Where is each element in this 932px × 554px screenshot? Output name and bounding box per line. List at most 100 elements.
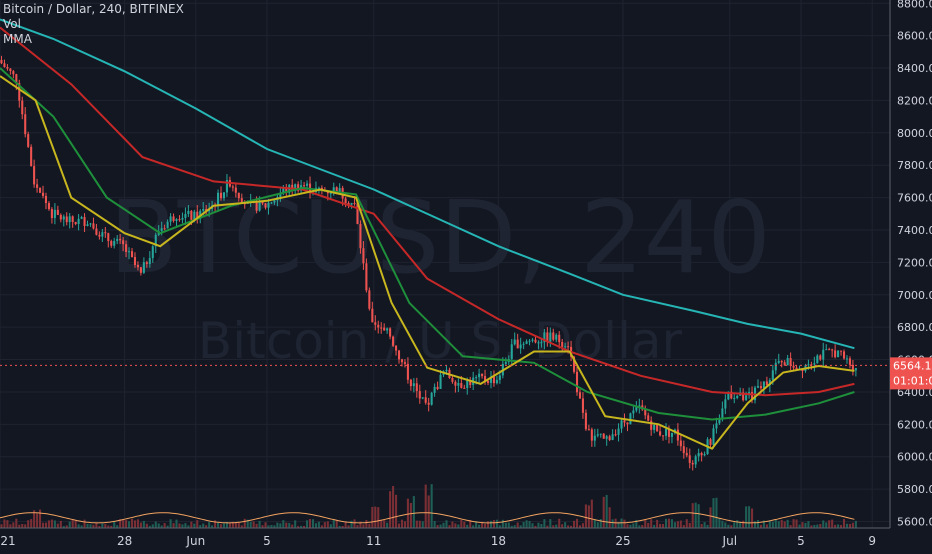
volume-bar (24, 524, 27, 528)
volume-bar (258, 520, 261, 528)
candle-body (540, 342, 543, 344)
candle-body (50, 209, 53, 218)
candle-body (614, 434, 617, 436)
volume-bar (202, 523, 205, 528)
candle-body (6, 67, 9, 69)
candle-body (593, 435, 596, 441)
volume-bar (199, 525, 202, 528)
time-tick-label: 5 (797, 534, 805, 548)
candle-body (279, 193, 282, 197)
time-axis[interactable] (0, 528, 890, 550)
volume-bar (549, 519, 552, 528)
volume-bar (208, 522, 211, 528)
candle-body (433, 386, 436, 393)
candle-body (335, 187, 338, 195)
volume-bar (21, 523, 24, 528)
volume-bar (644, 519, 647, 528)
volume-bar (80, 525, 83, 528)
candle-body (427, 402, 430, 405)
time-tick-label: 21 (0, 534, 15, 548)
volume-bar (222, 523, 226, 528)
candle-body (116, 238, 119, 241)
volume-bar (748, 506, 751, 528)
candle-body (362, 248, 365, 264)
candle-body (285, 188, 288, 193)
symbol-title[interactable]: Bitcoin / Dollar, 240, BITFINEX (3, 2, 184, 16)
candle-body (602, 433, 605, 439)
countdown-label: 01:01:06 (893, 374, 932, 387)
candle-body (700, 453, 703, 456)
indicator-vol[interactable]: Vol (3, 17, 21, 31)
candle-body (730, 391, 733, 399)
price-axis[interactable] (890, 0, 932, 550)
candle-body (825, 349, 828, 351)
price-tick-label: 7400.0 (897, 224, 932, 237)
volume-bar (751, 508, 754, 528)
candle-body (638, 405, 641, 407)
volume-bar (765, 524, 768, 528)
volume-bar (380, 520, 383, 528)
candle-body (596, 434, 599, 436)
price-tick-label: 6000.0 (897, 451, 932, 464)
volume-bar (285, 522, 288, 528)
volume-bar (383, 520, 386, 528)
volume-bar (463, 521, 466, 528)
candle-body (128, 251, 131, 253)
volume-bar (528, 520, 531, 528)
candle-body (463, 387, 466, 389)
volume-bar (534, 525, 537, 528)
volume-bar (682, 525, 685, 528)
candle-body (95, 228, 98, 235)
volume-bar (160, 525, 163, 528)
volume-bar (771, 521, 774, 528)
volume-bar (62, 526, 65, 528)
volume-bar (469, 520, 472, 528)
candle-body (712, 428, 715, 445)
price-tick-label: 7600.0 (897, 192, 932, 205)
volume-bar (513, 525, 516, 528)
volume-bar (0, 524, 3, 528)
volume-bar (730, 525, 733, 528)
volume-bar (65, 525, 68, 528)
volume-ma-line (0, 512, 855, 524)
candle-body (573, 356, 576, 372)
candle-body (181, 217, 184, 220)
volume-bar (647, 522, 650, 528)
volume-bar (139, 522, 142, 528)
candle-body (80, 217, 83, 219)
indicator-mma[interactable]: MMA (3, 32, 32, 46)
candle-body (745, 395, 748, 401)
candle-body (460, 383, 463, 388)
volume-bar (573, 520, 576, 528)
volume-bar (3, 519, 6, 528)
price-tick-label: 7000.0 (897, 289, 932, 302)
candle-body (154, 234, 157, 247)
volume-bar (715, 497, 718, 528)
volume-bar (587, 505, 590, 528)
price-tick-label: 6200.0 (897, 418, 932, 431)
volume-bar (12, 522, 15, 528)
volume-bar (546, 525, 549, 528)
candle-body (436, 386, 439, 389)
candle-body (762, 381, 765, 389)
volume-bar (356, 525, 359, 528)
volume-bar (724, 522, 727, 528)
candle-body (774, 362, 777, 371)
volume-bar (498, 525, 501, 528)
volume-bar (472, 525, 475, 528)
candle-body (148, 258, 151, 264)
volume-bar (172, 523, 175, 528)
volume-bar (492, 520, 495, 528)
volume-bar (454, 523, 457, 528)
candle-body (831, 349, 834, 351)
volume-bar (575, 518, 579, 528)
candle-body (611, 434, 614, 441)
candle-body (151, 246, 154, 259)
candle-body (656, 424, 659, 432)
volume-bar (255, 523, 258, 528)
volume-bar (831, 519, 834, 528)
volume-bar (691, 503, 694, 528)
candle-body (837, 350, 840, 358)
